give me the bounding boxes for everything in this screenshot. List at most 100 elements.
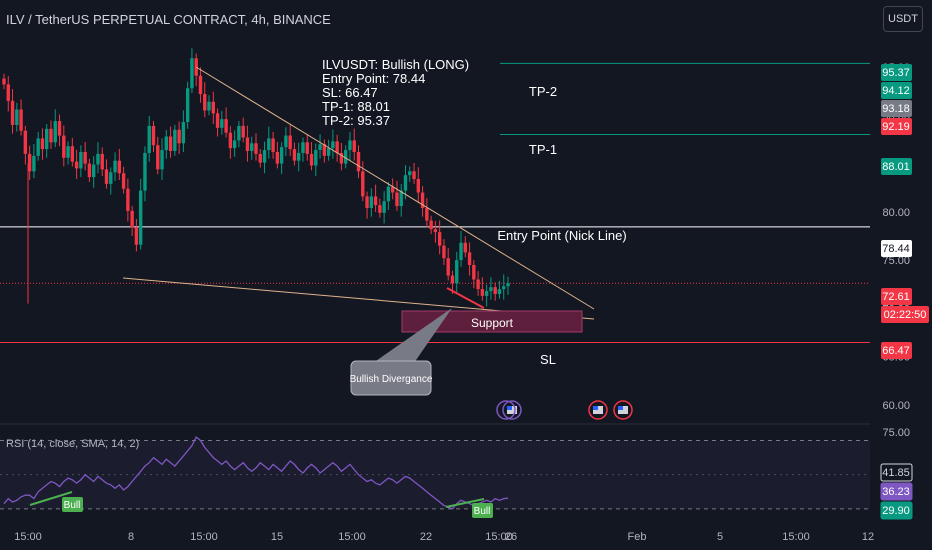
resistance-trendline [195,66,595,310]
candle-body [10,100,15,125]
candle-body [228,132,233,149]
symbol-title: ILV / TetherUS PERPETUAL CONTRACT, 4h, B… [6,12,331,27]
candle-body [305,142,309,154]
candle-body [399,190,403,207]
level-label: SL [540,352,556,367]
candle-body [467,252,472,265]
candle-body [292,149,297,161]
candle-body [348,140,352,151]
price-tag-label: 02:22:50 [884,309,927,321]
candle-body [254,143,258,154]
price-tag [881,306,929,323]
candle-body [126,188,130,211]
currency-button[interactable]: USDT [883,6,923,32]
rsi-value-label: 29.90 [882,505,910,517]
candle-body [258,153,262,163]
candle-body [2,78,6,85]
candle-body [309,153,314,166]
candle-body [318,144,322,151]
candle-body [373,196,378,206]
candle-body [271,138,275,152]
candle-body [138,190,143,245]
us-flag-canton [618,406,623,410]
candle-body [62,135,66,158]
candle-body [301,142,305,153]
candle-body [386,186,391,202]
candle-body [382,201,386,213]
price-tag [881,240,912,257]
rsi-value-label: 36.23 [882,486,910,498]
candle-body [190,58,194,89]
candle-body [395,192,399,207]
candle-body [185,88,190,123]
candle-body [6,84,10,101]
price-tag [881,158,912,175]
candle-body [459,242,463,261]
candle-body [408,171,412,176]
bull-marker-label: Bull [64,500,81,511]
candle-body [211,101,215,114]
candle-body [284,135,288,148]
candle-body [32,155,36,172]
candle-body [378,205,382,213]
candle-body [288,135,292,150]
price-tag-label: 72.61 [882,291,910,303]
price-tag-label: 78.44 [882,243,910,255]
price-tag [881,118,912,135]
candle-body [493,287,497,294]
candle-body [484,291,489,296]
candle-body [164,136,169,151]
candle-body [267,138,271,151]
level-lines: TP-2 TP-1 Entry Point (Nick Line) SL [0,62,870,367]
candle-body [49,128,53,143]
candle-body [446,258,450,276]
divergence-price-line [446,287,485,309]
candle-body [96,153,100,165]
candle-body [429,220,433,230]
price-tag-label: 94.12 [882,85,910,97]
price-tag-label: 95.37 [882,67,910,79]
divergence-callout [350,360,432,396]
time-tick-label: Feb [628,531,647,543]
candle-body [314,150,318,166]
candle-body [352,140,356,152]
candle-body [331,141,335,149]
candle-body [109,172,113,184]
rsi-value-tag [880,463,913,482]
candle-body [437,232,442,246]
price-tag [881,100,912,117]
candle-body [463,242,467,253]
time-tick-label: 15:00 [782,531,810,543]
event-ring [496,400,516,420]
rsi-value-tag [880,501,913,520]
divergence-callout-text: Bullish Divergance [350,374,433,385]
candle-body [177,129,181,144]
price-tag-label: 66.47 [882,345,910,357]
candle-body [472,264,476,280]
price-axis: 95.0090.0085.0080.0075.0070.0065.0060.00… [870,0,932,550]
rsi-band [0,440,870,510]
us-flag-canton [593,406,598,410]
time-tick-label: 15 [271,531,283,543]
rsi-indicator-label[interactable]: RSI (14, close, SMA, 14, 2) [6,438,140,450]
candle-body [143,152,147,191]
time-tick-label: 15:00 [14,531,42,543]
candle-body [343,150,348,164]
candle-body [117,160,122,174]
candle-body [245,137,250,152]
time-tick-label: 15:00 [338,531,366,543]
price-tag-label: 93.18 [882,103,910,115]
candle-body [403,175,408,191]
rsi-value-tag [880,482,913,501]
candle-body [198,75,203,95]
candle-body [151,125,156,146]
time-tick-label: 26 [505,531,517,543]
candle-body [160,150,164,170]
candle-body [15,109,19,125]
rsi-series-line [3,436,509,510]
candle-body [365,196,369,208]
candle-body [168,136,173,152]
candle-body [147,125,151,153]
candle-body [450,275,455,284]
